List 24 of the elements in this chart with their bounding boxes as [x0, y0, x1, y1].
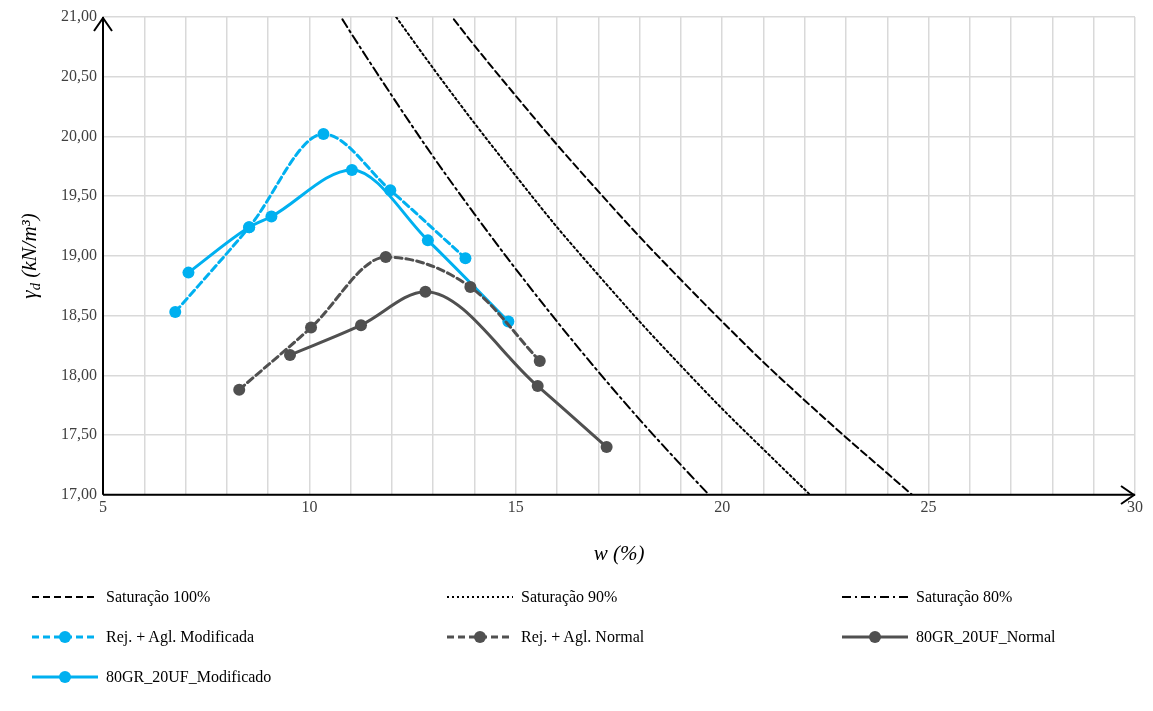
x-tick-label: 30 [1127, 497, 1143, 515]
y-tick-label: 19,50 [61, 186, 97, 204]
y-axis-title: γd (kN/m³) [16, 213, 44, 299]
x-tick-label: 15 [507, 497, 524, 515]
y-tick-label: 21,00 [61, 7, 97, 25]
y-tick-label: 19,00 [61, 246, 97, 264]
x-axis-title: w (%) [593, 541, 645, 566]
y-tick-label: 18,00 [61, 365, 97, 383]
legend-label: Saturação 90% [521, 588, 618, 606]
x-tick-label: 25 [920, 497, 937, 515]
y-tick-label: 20,50 [61, 66, 97, 84]
x-tick-label: 10 [301, 497, 318, 515]
x-tick-label: 20 [714, 497, 731, 515]
legend-label: 80GR_20UF_Normal [916, 628, 1056, 646]
legend-label: Saturação 100% [106, 588, 211, 606]
legend-label: Rej. + Agl. Modificada [106, 628, 255, 646]
x-tick-label: 5 [99, 497, 107, 515]
y-tick-label: 18,50 [61, 305, 97, 323]
y-tick-label: 17,00 [61, 485, 97, 502]
legend-label: Saturação 80% [916, 588, 1013, 606]
legend-label: 80GR_20UF_Modificado [106, 668, 272, 686]
legend-label: Rej. + Agl. Normal [521, 628, 645, 646]
y-tick-label: 20,00 [61, 126, 97, 144]
y-tick-label: 17,50 [61, 425, 97, 443]
